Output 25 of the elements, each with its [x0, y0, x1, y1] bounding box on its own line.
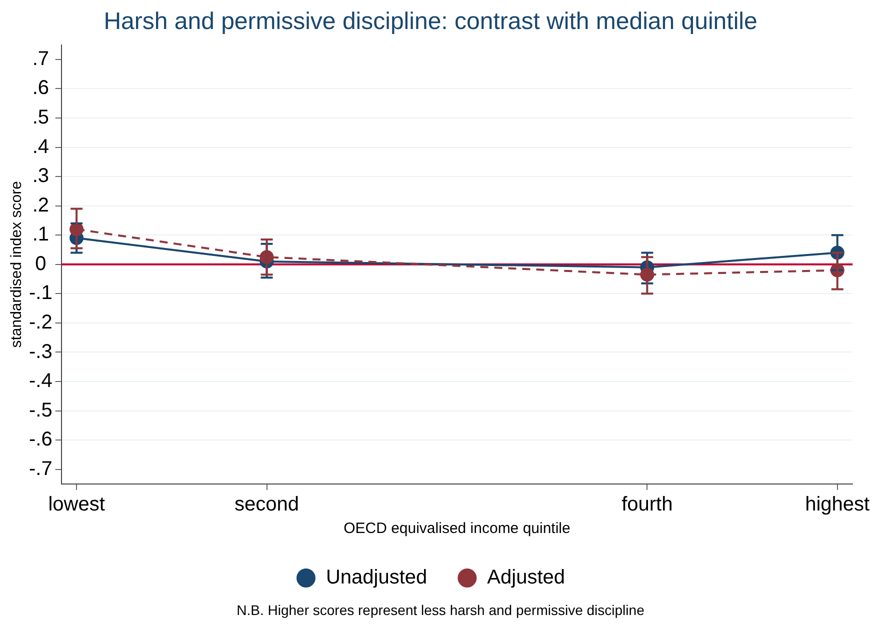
y-tick-label: 0 — [35, 252, 46, 275]
y-tick-label: -.7 — [29, 458, 52, 480]
x-tick-label: second — [234, 494, 300, 516]
y-tick-label: -.2 — [29, 311, 52, 334]
x-tick-label: highest — [805, 494, 870, 516]
y-tick-label: -.4 — [29, 370, 52, 392]
y-tick-label: -.5 — [29, 399, 52, 422]
chart-title: Harsh and permissive discipline: contrast with median quintile — [104, 8, 758, 36]
y-tick-label: .7 — [32, 48, 50, 70]
y-tick-label: -.3 — [29, 340, 52, 363]
legend-label: Unadjusted — [326, 566, 428, 589]
y-axis-title: standardised index score — [8, 181, 26, 348]
y-tick-label: -.1 — [29, 282, 52, 304]
y-tick-label: .1 — [32, 224, 50, 246]
y-tick-label: .4 — [32, 136, 50, 158]
x-tick-label: fourth — [622, 494, 673, 516]
y-tick-label: -.6 — [29, 428, 52, 451]
x-axis-title: OECD equivalised income quintile — [344, 520, 570, 538]
y-tick-label: .6 — [32, 77, 50, 100]
y-tick-label: .3 — [32, 165, 50, 188]
legend-label: Adjusted — [487, 566, 566, 589]
y-tick-label: .5 — [32, 106, 50, 129]
y-tick-label: .2 — [32, 194, 50, 216]
text: N.B. Higher scores represent less harsh and permissive discipline — [236, 602, 646, 618]
x-tick-label: lowest — [48, 494, 106, 516]
